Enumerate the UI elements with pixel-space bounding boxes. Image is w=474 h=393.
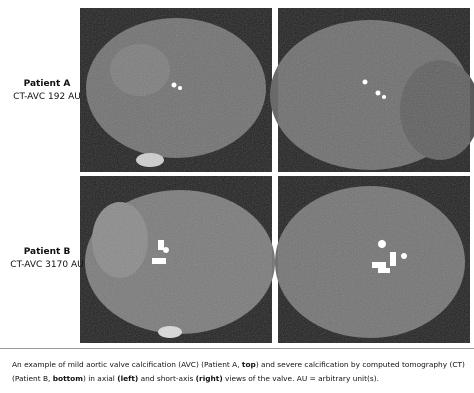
caption-segment: views of the valve. AU = arbitrary unit(…: [222, 374, 379, 383]
score-label: CT-AVC 192 AU: [13, 92, 81, 102]
ct-image: [270, 8, 474, 172]
ct-image: [80, 176, 275, 343]
caption-segment: ) in axial: [82, 374, 118, 383]
caption-box: An example of mild aortic valve calcific…: [0, 348, 474, 393]
patient-label: Patient B: [24, 247, 71, 257]
caption-segment: An example of mild aortic valve calcific…: [12, 360, 242, 369]
caption-segment: bottom: [52, 374, 83, 383]
ct-image: [80, 8, 272, 172]
caption-segment: (right): [195, 374, 223, 383]
caption: An example of mild aortic valve calcific…: [12, 358, 467, 386]
caption-segment: top: [241, 360, 256, 369]
caption-segment: and short-axis: [138, 374, 196, 383]
patient-label: Patient A: [24, 79, 71, 89]
ct-image: [275, 176, 470, 343]
score-label: CT-AVC 3170 AU: [10, 260, 83, 270]
figure-images: Patient A CT-AVC 192 AU Patient B CT-AVC…: [10, 8, 474, 343]
caption-segment: ) and severe calcification by computed t…: [12, 360, 465, 383]
caption-segment: (left): [117, 374, 139, 383]
